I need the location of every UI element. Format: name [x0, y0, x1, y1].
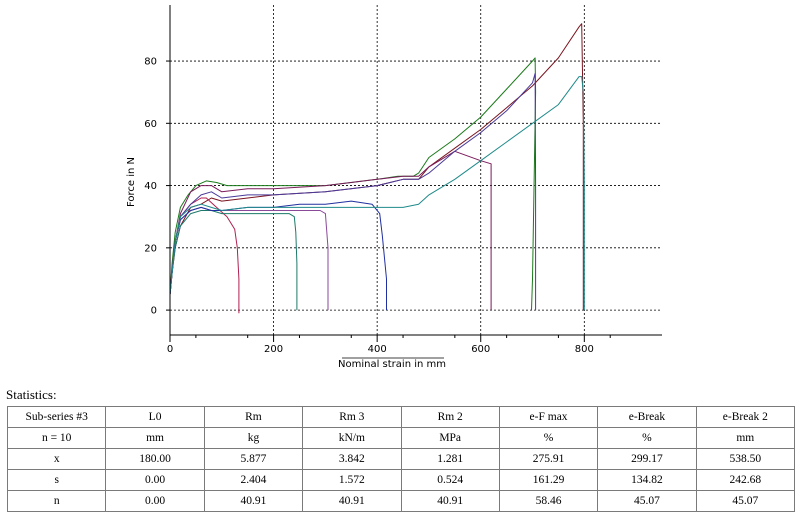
y-tick-label: 0	[151, 306, 157, 317]
x-tick-label: 0	[167, 344, 173, 355]
table-row-cell: 3.842	[302, 448, 402, 470]
series-line-specimen-6	[169, 200, 387, 311]
table-units-row-cell: %	[597, 427, 697, 449]
table-row-cell: 58.46	[498, 490, 599, 512]
table-header-row-cell: Rm	[203, 406, 304, 428]
table-row-cell: s	[6, 469, 107, 491]
x-tick-label: 400	[368, 344, 387, 355]
series-line-specimen-4	[169, 210, 298, 311]
table-row-cell: 0.00	[105, 469, 205, 491]
statistics-title: Statistics:	[6, 387, 57, 402]
table-units-row-cell: kN/m	[302, 427, 402, 449]
table-row-cell: 0.00	[105, 490, 205, 512]
table-row-cell: 5.877	[203, 448, 304, 470]
table-units-row-cell: mm	[105, 427, 205, 449]
table-row-cell: 40.91	[400, 490, 500, 512]
table-units-row: n = 10 mm kg kN/m MPa%% mm	[6, 427, 796, 449]
table-row-cell: 242.68	[695, 469, 796, 491]
table-row-cell: 299.17	[597, 448, 697, 470]
table-units-row-cell: MPa	[400, 427, 500, 449]
table-units-row-cell: mm	[695, 427, 796, 449]
chart-grid	[170, 5, 662, 335]
table-row-cell: 40.91	[203, 490, 304, 512]
table-row-cell: 134.82	[597, 469, 697, 491]
table-row-cell: n	[6, 490, 107, 512]
y-tick-label: 80	[144, 57, 157, 68]
series-line-specimen-2	[169, 23, 584, 311]
table-row-cell: 1.281	[400, 448, 500, 470]
table-header-row-cell: L0	[105, 406, 205, 428]
table-units-row-cell: kg	[203, 427, 304, 449]
table-header-row-cell: Rm 3	[302, 406, 402, 428]
table-row: s 0.00 2.404 1.572 0.524 161.29 134.82 242.68	[6, 469, 796, 491]
table-row-cell: 538.50	[695, 448, 796, 470]
table-row-cell: 180.00	[105, 448, 205, 470]
table-header-row-cell: e-F max	[498, 406, 599, 428]
table-header-row-cell: e-Break	[597, 406, 697, 428]
series-line-specimen-1	[169, 57, 537, 311]
table-row: n 0.00 40.91 40.91 40.91 58.46 45.07 45.07	[6, 490, 796, 512]
table-units-row-cell: %	[498, 427, 599, 449]
x-tick-label: 800	[575, 344, 594, 355]
table-header-row-cell: Rm 2	[400, 406, 500, 428]
table-units-row-cell: n = 10	[6, 427, 107, 449]
table-row-cell: 1.572	[302, 469, 402, 491]
x-tick-label: 200	[264, 344, 283, 355]
table-header-row: Sub-series #3 L0 Rm Rm 3 Rm 2 e-F max e-Break e…	[6, 406, 796, 428]
series-line-specimen-7	[169, 150, 492, 311]
y-tick-label: 40	[144, 181, 157, 192]
series-line-specimen-9	[169, 76, 585, 311]
x-tick-label: 600	[471, 344, 490, 355]
y-tick-label: 60	[144, 119, 157, 130]
table-header-row-cell: Sub-series #3	[6, 406, 107, 428]
statistics-table: Sub-series #3 L0 Rm Rm 3 Rm 2 e-F max e-Break e…	[6, 406, 796, 512]
table-header-row-cell: e-Break 2	[695, 406, 796, 428]
table-row-cell: 0.524	[400, 469, 500, 491]
x-axis-label: Nominal strain in mm	[338, 359, 446, 370]
table-row-cell: 40.91	[302, 490, 402, 512]
table-row-cell: 275.91	[498, 448, 599, 470]
chart-series-group	[169, 23, 585, 314]
table-row-cell: 45.07	[695, 490, 796, 512]
table-row: x 180.00 5.877 3.842 1.281 275.91 299.17 538.50	[6, 448, 796, 470]
y-tick-label: 20	[144, 243, 157, 254]
table-row-cell: 161.29	[498, 469, 599, 491]
series-line-specimen-5	[169, 206, 329, 311]
table-row-cell: 45.07	[597, 490, 697, 512]
table-row-cell: x	[6, 448, 107, 470]
series-line-specimen-8	[169, 73, 537, 311]
table-row-cell: 2.404	[203, 469, 304, 491]
y-axis-label: Force in N	[126, 157, 137, 207]
